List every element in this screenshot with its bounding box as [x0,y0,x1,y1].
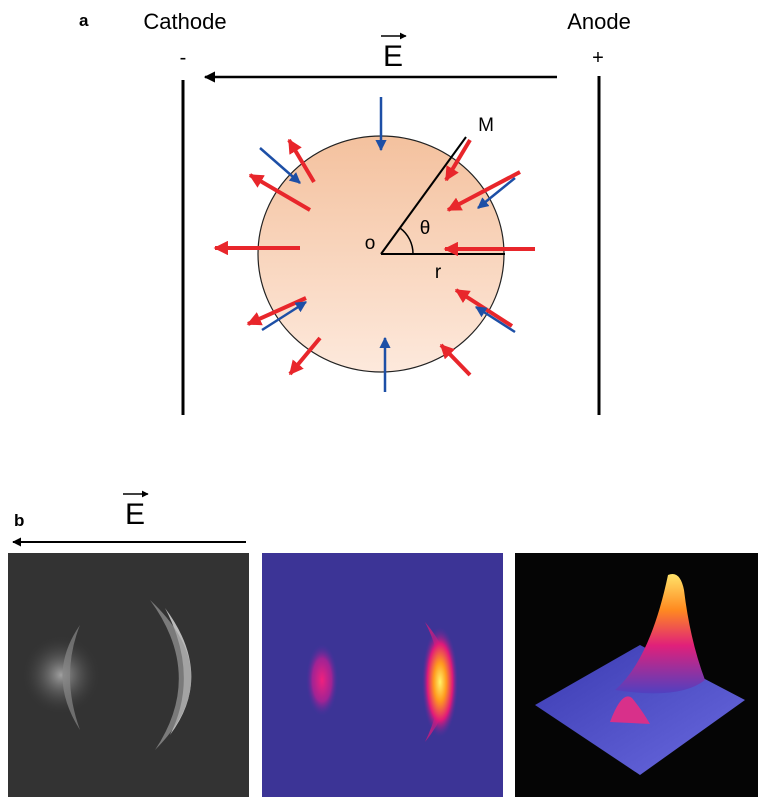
cathode-sign: - [180,47,187,69]
origin-label: o [365,233,376,254]
photo-grayscale [8,553,249,797]
page: a Cathode Anode E - + M o θ r b E (() =>… [0,0,768,797]
radius-label: r [435,262,442,283]
anode-label: Anode [567,9,631,34]
heat-spot [306,644,338,716]
field-label: E [383,40,403,73]
heat-spot [422,627,458,737]
cathode-label: Cathode [143,9,226,34]
image-glow [8,553,249,797]
field-label: E [125,498,145,531]
panel-label: a [79,11,89,30]
image-background [262,553,503,797]
flow-arrow [441,345,470,375]
field-arrow-small [260,148,300,183]
photo-heatmap [262,553,503,797]
panel-label: b [14,511,24,530]
anode-sign: + [592,47,604,69]
figure: a Cathode Anode E - + M o θ r b E [0,0,768,797]
photo-surface [515,553,758,797]
angle-label: θ [420,218,431,239]
point-label: M [478,115,494,136]
